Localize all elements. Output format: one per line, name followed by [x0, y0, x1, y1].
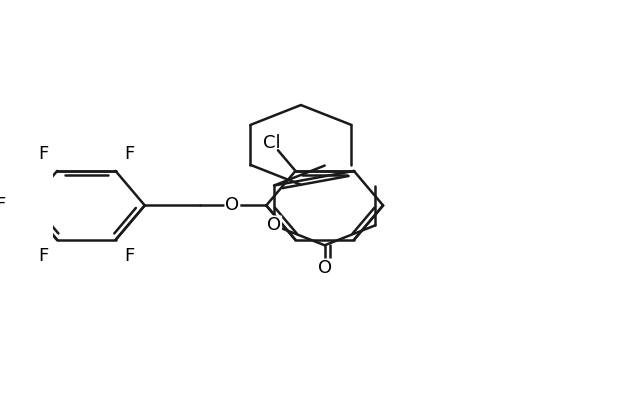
- Text: F: F: [124, 145, 134, 163]
- Text: O: O: [317, 259, 332, 278]
- Text: F: F: [38, 248, 48, 265]
- Text: F: F: [124, 248, 134, 265]
- Text: F: F: [38, 145, 48, 163]
- Text: O: O: [225, 196, 239, 215]
- Text: Cl: Cl: [262, 134, 280, 152]
- Text: O: O: [267, 217, 281, 234]
- Text: F: F: [0, 196, 5, 215]
